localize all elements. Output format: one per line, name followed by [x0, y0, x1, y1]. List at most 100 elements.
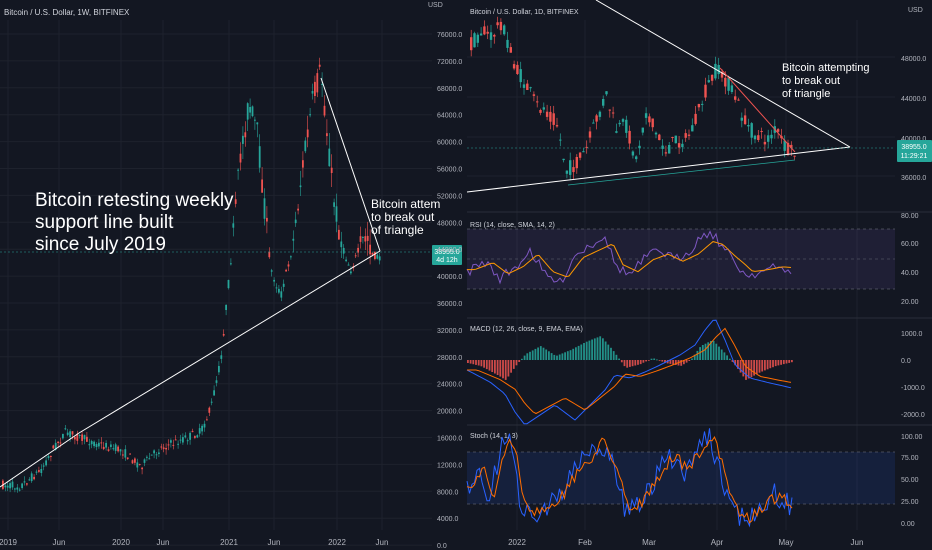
macd-bar [772, 360, 774, 368]
candle-body [177, 443, 179, 445]
candle-body [30, 473, 33, 482]
candle-body [605, 91, 608, 95]
candle-body [131, 460, 134, 464]
left-support-line[interactable] [78, 250, 381, 434]
stoch-pane[interactable]: Stoch (14, 1, 3) 100.00 75.00 50.00 25.0… [466, 428, 923, 528]
candle-body [50, 456, 52, 457]
candle-body [714, 63, 717, 79]
candle-body [42, 465, 45, 467]
macd-bar [777, 360, 780, 366]
candle-body [654, 132, 658, 135]
left-support-line[interactable] [0, 432, 80, 488]
candle-body [691, 125, 694, 132]
candle-body [153, 450, 155, 454]
macd-bar [731, 360, 734, 362]
left-price-axis[interactable]: USD 76000.0 72000.0 68000.0 64000.0 60000.0 5… [428, 2, 462, 550]
candle-body [263, 198, 266, 219]
candle-body [697, 104, 701, 108]
macd-bar [569, 350, 572, 360]
macd-bar [539, 346, 542, 360]
macd-bar [715, 343, 718, 360]
candle-body [201, 425, 203, 432]
macd-pane[interactable]: MACD (12, 26, close, 9, EMA, EMA) 1000.0… [466, 319, 925, 425]
candle-body [512, 64, 516, 69]
candle-body [757, 135, 760, 140]
candle-body [340, 241, 343, 248]
left-x-label: Jun [53, 538, 66, 547]
candle-body [278, 288, 280, 293]
candle-body [198, 428, 201, 434]
candle-body [333, 202, 335, 207]
candle-body [189, 432, 191, 440]
left-resistance-line[interactable] [320, 77, 381, 252]
candle-body [542, 107, 545, 110]
right-axis-label: 36000.0 [901, 175, 926, 182]
candle-body [287, 264, 290, 267]
rsi-pane[interactable]: RSI (14, close, SMA, 14, 2) 80.00 60.00 … [466, 213, 919, 306]
candle-body [562, 158, 565, 161]
macd-bar [556, 355, 558, 360]
right-x-label: May [778, 538, 793, 547]
macd-axis-label: 1000.0 [901, 331, 923, 338]
candle-body [194, 436, 196, 438]
candle-body [470, 37, 473, 51]
left-pane[interactable]: Bitcoin / U.S. Dollar, 1W, BITFINEX Bitc… [0, 8, 462, 547]
macd-bar [747, 360, 750, 379]
right-red-trendline[interactable] [719, 67, 796, 153]
candle-body [69, 431, 71, 438]
candle-body [306, 129, 309, 138]
candle-body [635, 156, 638, 160]
macd-axis-label: -1000.0 [901, 385, 925, 392]
right-chart-header: Bitcoin / U.S. Dollar, 1D, BITFINEX [470, 9, 579, 16]
macd-bar [550, 353, 553, 360]
right-x-label: Feb [578, 538, 592, 547]
candle-body [95, 444, 98, 447]
left-x-label: Jun [376, 538, 389, 547]
macd-bar [753, 360, 755, 376]
left-axis-label: 40000.0 [437, 274, 462, 281]
macd-bar [750, 360, 753, 378]
candle-body [648, 116, 651, 123]
left-price-tag-value: 38955.0 [434, 249, 459, 256]
candle-body [222, 334, 225, 336]
macd-bar [669, 360, 672, 364]
left-x-axis: 2019 Jun 2020 Jun 2021 Jun 2022 Jun [0, 538, 388, 547]
left-axis-label: 64000.0 [437, 113, 462, 120]
macd-bar [494, 360, 496, 374]
rsi-line [466, 230, 792, 285]
candle-body [138, 464, 141, 466]
stoch-axis-label: 100.00 [901, 434, 923, 441]
right-resistance-line[interactable] [595, 0, 851, 148]
left-x-label: 2019 [0, 538, 17, 547]
candle-body [136, 462, 139, 468]
left-annotation-line: Bitcoin retesting weekly [35, 190, 234, 211]
candle-body [760, 131, 763, 132]
candle-body [45, 460, 47, 466]
right-teal-trendline[interactable] [567, 159, 796, 186]
right-support-line[interactable] [466, 146, 851, 193]
candle-body [4, 485, 7, 488]
candle-body [631, 151, 635, 156]
candle-body [256, 122, 259, 125]
candle-body [172, 444, 175, 446]
candle-body [618, 122, 621, 125]
candle-body [182, 437, 184, 443]
right-price-tag-value: 38955.0 [901, 144, 926, 151]
rsi-band [467, 229, 895, 289]
macd-bar [510, 360, 512, 373]
macd-bar [693, 354, 696, 360]
macd-bar [515, 360, 518, 366]
right-axis-label: 48000.0 [901, 56, 926, 63]
candle-body [595, 115, 598, 122]
candle-body [206, 419, 208, 421]
candle-body [232, 223, 235, 228]
candle-body [249, 107, 251, 113]
right-price-pane[interactable]: Bitcoin / U.S. Dollar, 1D, BITFINEX Bitc… [466, 0, 932, 530]
candle-body [167, 444, 170, 446]
candle-body [727, 77, 730, 91]
stoch-axis-label: 75.00 [901, 455, 919, 462]
macd-bar [645, 360, 647, 362]
left-axis-label: 72000.0 [437, 59, 462, 66]
candle-body [184, 435, 187, 438]
macd-bar [467, 360, 469, 363]
